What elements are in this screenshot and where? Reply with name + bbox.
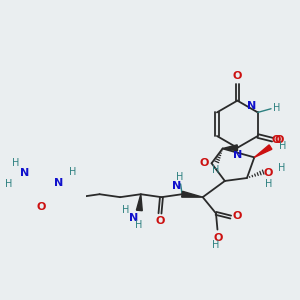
Text: H: H bbox=[5, 179, 13, 189]
Text: O: O bbox=[264, 168, 273, 178]
Text: H: H bbox=[279, 141, 287, 151]
Text: H: H bbox=[135, 220, 142, 230]
Polygon shape bbox=[223, 145, 238, 151]
Text: O: O bbox=[214, 232, 223, 242]
Text: H: H bbox=[278, 163, 285, 173]
Text: O: O bbox=[37, 202, 46, 212]
Text: N: N bbox=[247, 101, 256, 111]
Text: H: H bbox=[176, 172, 184, 182]
Text: H: H bbox=[212, 240, 220, 250]
Polygon shape bbox=[182, 191, 203, 197]
Text: O: O bbox=[232, 211, 242, 221]
Polygon shape bbox=[254, 145, 272, 158]
Text: O: O bbox=[155, 216, 165, 226]
Text: H: H bbox=[265, 179, 272, 190]
Text: H: H bbox=[273, 103, 280, 113]
Polygon shape bbox=[136, 194, 142, 211]
Text: H: H bbox=[69, 167, 76, 177]
Text: N: N bbox=[129, 213, 138, 223]
Text: H: H bbox=[122, 206, 130, 215]
Text: N: N bbox=[233, 150, 243, 160]
Text: O: O bbox=[275, 135, 284, 145]
Text: N: N bbox=[20, 168, 29, 178]
Text: O: O bbox=[233, 71, 242, 82]
Text: H: H bbox=[12, 158, 19, 168]
Text: O: O bbox=[272, 135, 281, 145]
Text: N: N bbox=[54, 178, 63, 188]
Text: H: H bbox=[212, 165, 219, 175]
Text: N: N bbox=[172, 181, 181, 190]
Text: O: O bbox=[200, 158, 209, 167]
